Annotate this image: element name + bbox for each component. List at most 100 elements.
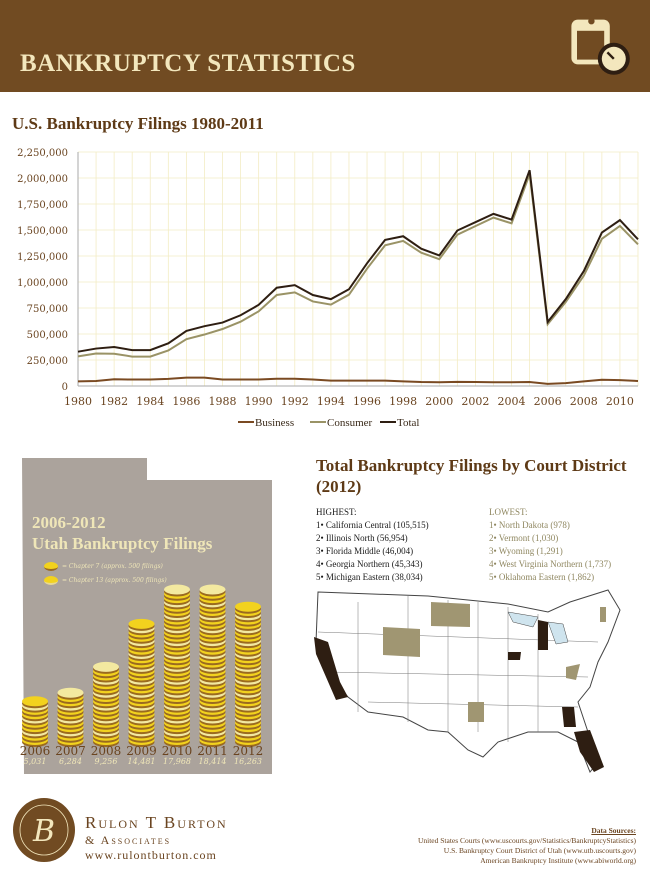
x-tick-label: 2008 (570, 395, 598, 408)
firm-name: Rulon T Burton (85, 813, 228, 832)
coin-stack-2009 (128, 618, 155, 747)
utah-year-value: 5,031 (23, 757, 47, 766)
district-california-central (314, 637, 348, 700)
utah-year-value: 16,263 (234, 757, 262, 766)
highest-label: HIGHEST: (316, 507, 357, 517)
us-district-map (314, 589, 621, 773)
x-tick-label: 2004 (498, 395, 526, 408)
source-item: United States Courts (www.uscourts.gov/S… (417, 836, 636, 845)
sources-title: Data Sources: (591, 826, 636, 835)
y-tick-label: 750,000 (27, 304, 68, 315)
series-line-consumer (77, 173, 639, 358)
y-tick-label: 250,000 (27, 356, 68, 367)
header-banner: BANKRUPTCY STATISTICS (0, 0, 650, 92)
x-tick-label: 2000 (425, 395, 453, 408)
list-item: 4• Georgia Northern (45,343) (316, 559, 423, 569)
legend-chapter7: = Chapter 7 (approx. 500 filings) (44, 562, 163, 571)
coin (93, 661, 119, 672)
list-item: 1• North Dakota (978) (489, 520, 570, 530)
page-title: BANKRUPTCY STATISTICS (20, 50, 356, 77)
x-tick-label: 1992 (281, 395, 309, 408)
line-chart: 0 250,000 500,000 750,000 1,000,000 1,250,000… (17, 148, 639, 429)
clipboard-timer-icon (571, 18, 630, 75)
list-item: 4• West Virginia Northern (1,737) (489, 559, 612, 569)
coin (22, 696, 48, 707)
utah-year-label: 2007 (55, 744, 86, 758)
district-florida-middle (574, 730, 604, 772)
list-item: 3• Florida Middle (46,004) (316, 546, 414, 556)
firm-subtitle: & Associates (85, 833, 172, 847)
data-sources: Data Sources: United States Courts (www.… (418, 826, 636, 866)
utah-title-text: Utah Bankruptcy Filings (32, 534, 213, 553)
utah-year-value: 9,256 (94, 757, 118, 766)
great-lakes (507, 611, 569, 645)
highest-list: HIGHEST: 1• California Central (105,515)… (316, 506, 429, 584)
district-wyoming (383, 627, 420, 657)
district-oklahoma-eastern (468, 702, 484, 722)
source-item: American Bankruptcy Institute (www.abiwo… (480, 856, 636, 865)
x-tick-label: 1980 (64, 395, 92, 408)
x-tick-label: 1982 (100, 395, 128, 408)
utah-year-label: 2009 (126, 744, 157, 758)
district-title: Total Bankruptcy Filings by Court Distri… (316, 456, 627, 496)
y-tick-label: 1,750,000 (17, 200, 68, 211)
lowest-list: LOWEST: 1• North Dakota (978) 2• Vermont… (489, 506, 611, 584)
x-tick-label: 1998 (389, 395, 417, 408)
x-tick-label: 2006 (534, 395, 562, 408)
legend-label-consumer: Consumer (327, 417, 373, 429)
y-tick-label: 1,250,000 (17, 252, 68, 263)
utah-year-label: 2010 (161, 744, 193, 758)
y-tick-label: 1,000,000 (17, 278, 68, 289)
series-line-total (77, 169, 639, 353)
list-item: 2• Illinois North (56,954) (316, 533, 408, 543)
coin-stack-2008 (93, 661, 119, 747)
utah-year-value: 17,968 (163, 757, 191, 766)
utah-year-value: 14,481 (127, 757, 156, 766)
list-item: 3• Wyoming (1,291) (489, 546, 563, 556)
utah-year-value: 6,284 (59, 757, 82, 766)
firm-website-link[interactable]: www.rulontburton.com (85, 848, 217, 862)
x-tick-label: 1994 (317, 395, 345, 408)
coin-stack-2010 (164, 584, 190, 747)
coin-stacks (22, 584, 261, 747)
lowest-label: LOWEST: (489, 507, 528, 517)
x-tick-label: 2002 (461, 395, 489, 408)
legend-label-business: Business (255, 417, 294, 429)
series-line-business (77, 376, 639, 385)
district-north-dakota (431, 602, 470, 627)
x-tick-label: 1990 (245, 395, 273, 408)
x-tick-label: 1984 (136, 395, 164, 408)
coin (128, 618, 155, 629)
district-illinois-north (508, 652, 521, 660)
legend-label: = Chapter 7 (approx. 500 filings) (62, 563, 163, 570)
coin-stack-2012 (235, 601, 261, 747)
utah-title-years: 2006-2012 (32, 513, 106, 532)
utah-year-label: 2006 (19, 744, 51, 758)
coin-stack-2011 (199, 584, 226, 747)
coin-stack-2007 (57, 687, 84, 747)
coin-stack-2006 (22, 696, 48, 747)
list-item: 5• Oklahoma Eastern (1,862) (489, 572, 595, 582)
firm-logo: B (13, 798, 75, 862)
legend-label-total: Total (397, 417, 419, 429)
y-tick-label: 1,500,000 (17, 226, 68, 237)
utah-year-label: 2012 (232, 744, 264, 758)
district-georgia-northern (562, 707, 576, 727)
district-vermont (600, 607, 606, 622)
coin-chapter7-icon (44, 562, 58, 571)
firm-info: Rulon T Burton & Associates www.rulontbu… (85, 813, 228, 863)
legend-label: = Chapter 13 (approx. 500 filings) (62, 577, 167, 584)
x-tick-label: 2010 (606, 395, 634, 408)
logo-letter: B (32, 814, 55, 849)
coin (164, 584, 190, 595)
district-michigan-eastern (538, 620, 548, 650)
coin (57, 687, 84, 698)
utah-title: 2006-2012 Utah Bankruptcy Filings (32, 512, 212, 554)
coin-chapter13-icon (44, 576, 58, 585)
y-tick-label: 2,250,000 (17, 148, 68, 159)
x-tick-label: 1996 (353, 395, 381, 408)
chart-title: U.S. Bankruptcy Filings 1980-2011 (12, 114, 264, 133)
legend-chapter13: = Chapter 13 (approx. 500 filings) (44, 576, 167, 585)
x-tick-label: 1986 (172, 395, 200, 408)
district-west-virginia-northern (566, 664, 580, 680)
